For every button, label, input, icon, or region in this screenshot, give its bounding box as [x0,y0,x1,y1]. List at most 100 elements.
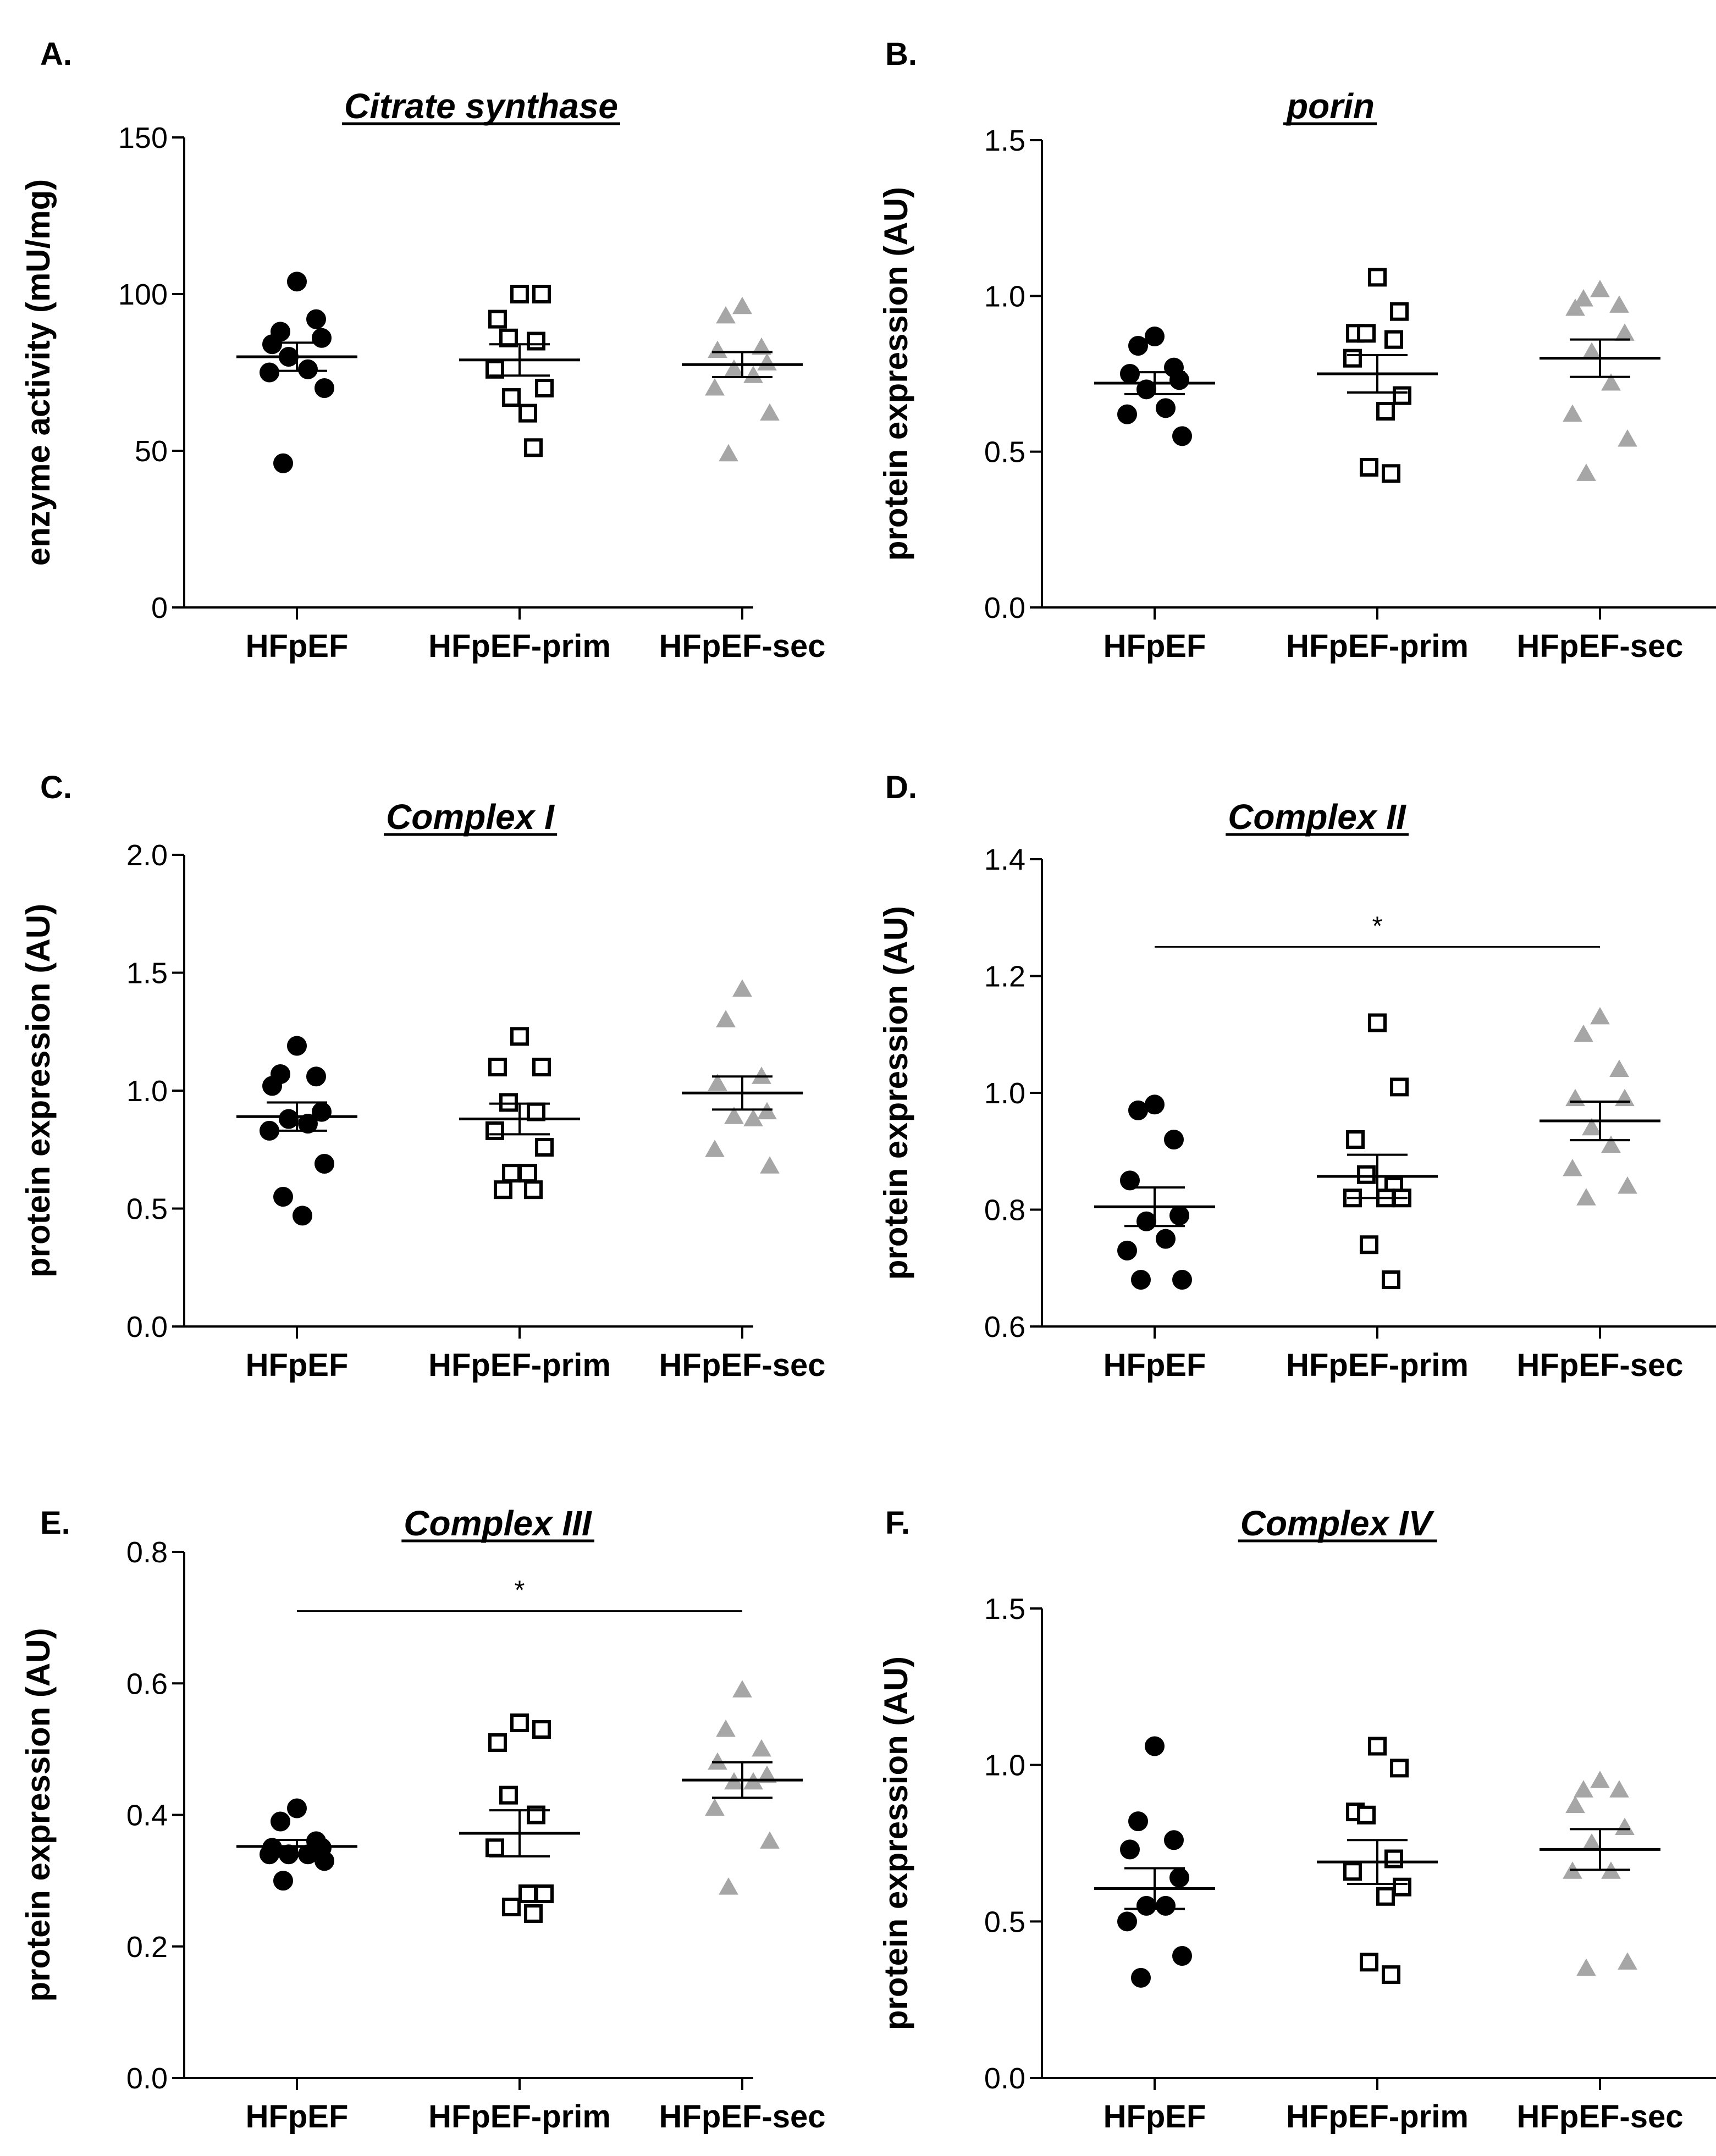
data-point-triangle [1574,289,1593,307]
data-point-triangle [724,359,744,377]
data-point-square [524,438,543,457]
data-point-circle [287,272,307,292]
data-point-square [485,1838,504,1858]
data-point-square [1384,330,1403,349]
x-tick-label: HFpEF-prim [1286,2099,1469,2135]
x-tick-label: HFpEF-sec [1517,628,1684,664]
data-point-circle [1120,364,1140,384]
data-point-circle [1172,1945,1192,1966]
data-point-square [1368,268,1387,287]
data-point-circle [273,1187,293,1207]
data-point-triangle [1618,1952,1637,1970]
data-point-circle [298,359,318,379]
data-point-triangle [743,366,763,383]
x-tick-label: HFpEF [1103,2099,1206,2135]
data-point-triangle [732,979,752,997]
data-point-triangle [1574,1024,1593,1042]
data-point-triangle [705,378,725,396]
data-point-triangle [1615,1817,1635,1836]
data-point-circle [1169,370,1189,390]
data-point-square [488,1733,507,1752]
data-point-square [1360,1235,1378,1254]
data-point-circle [273,1871,293,1891]
data-point-square [1368,1013,1387,1032]
data-point-triangle [1576,1958,1596,1976]
panel-letter: F. [885,1505,910,1541]
data-point-square [502,388,521,407]
panel-e: E. Complex III 0.0 0.2 0.4 0.6 0.8 HFpEF HFpEF-p… [20,1503,825,2135]
x-tick-label: HFpEF-sec [659,1347,826,1383]
y-tick-label: 0.6 [126,1667,168,1700]
x-tick-label: HFpEF [1103,1347,1206,1383]
data-point-circle [1145,327,1165,346]
data-point-triangle [1576,463,1596,481]
data-point-square [1357,1805,1376,1825]
data-point-triangle [708,1074,727,1091]
data-point-square [535,1137,554,1157]
data-point-square [527,331,545,351]
x-tick-label: HFpEF-sec [659,628,826,664]
data-point-circle [1169,1206,1189,1226]
significance-label: * [515,1576,525,1605]
x-tick-label: HFpEF [246,2099,349,2135]
data-point-circle [1117,404,1137,424]
data-point-circle [1128,336,1148,356]
data-point-circle [314,1851,334,1871]
data-point-circle [1169,1867,1189,1888]
panel-letter: D. [885,770,917,805]
significance-label: * [1372,911,1383,941]
data-point-triangle [724,1107,744,1124]
data-point-triangle [752,337,771,355]
data-point-triangle [719,1877,738,1895]
data-point-circle [271,1811,290,1832]
panel-title: porin [1285,86,1375,126]
y-axis-label: protein expression (AU) [878,906,914,1280]
y-tick-label: 0.6 [984,1311,1025,1344]
data-point-circle [1120,1170,1140,1191]
y-tick-label: 1.5 [126,957,168,990]
y-tick-label: 50 [135,435,168,468]
data-point-triangle [705,1798,725,1816]
data-point-triangle [757,1102,777,1120]
data-point-triangle [743,1109,763,1126]
data-point-circle [1131,1270,1151,1290]
data-point-triangle [1618,429,1637,447]
data-point-triangle [760,1831,780,1849]
panel-letter: A. [40,36,72,72]
data-point-triangle [1582,1118,1602,1136]
panel-a: A. Citrate synthase 0 50 100 150 HFpEF HFpEF-pr… [20,36,825,664]
panel-title: Complex III [404,1503,592,1543]
data-point-triangle [716,306,736,324]
data-point-circle [306,309,326,329]
data-point-circle [298,1114,318,1134]
x-tick-label: HFpEF-sec [659,2099,826,2135]
data-point-square [485,360,504,379]
data-point-square [488,1058,507,1077]
data-point-triangle [1615,323,1635,341]
data-point-triangle [708,340,727,358]
data-point-circle [1136,1211,1156,1231]
data-point-triangle [1563,404,1582,422]
y-tick-label: 1.5 [984,124,1025,157]
data-point-square [502,1164,521,1183]
panel-title: Complex IV [1240,1503,1435,1543]
y-tick-label: 0.0 [126,1311,168,1344]
data-point-square [502,1897,521,1916]
panel-letter: B. [885,36,917,72]
data-point-square [499,328,518,347]
y-tick-label: 1.5 [984,1593,1025,1626]
data-point-circle [293,1206,312,1226]
data-point-circle [1145,1736,1165,1756]
data-point-circle [1117,1240,1137,1261]
x-tick-label: HFpEF-prim [428,628,611,664]
data-point-triangle [1563,1159,1582,1176]
data-point-square [1393,386,1411,405]
y-tick-label: 150 [118,121,168,154]
y-tick-label: 1.0 [984,1077,1025,1110]
x-tick-label: HFpEF-prim [428,1347,611,1383]
panel-title: Citrate synthase [344,86,618,126]
x-tick-label: HFpEF-prim [1286,628,1469,664]
data-point-circle [1156,1229,1176,1249]
x-tick-label: HFpEF-prim [428,2099,611,2135]
data-point-circle [1156,398,1176,418]
